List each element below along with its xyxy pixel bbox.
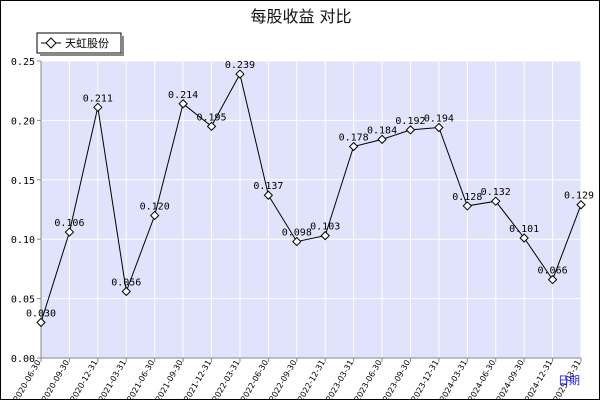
data-point-diamond <box>235 69 245 79</box>
x-tick-label: 2023-03-31 <box>324 359 355 400</box>
y-tick-label: 0.00 <box>11 354 35 365</box>
data-label: 0.239 <box>225 60 255 71</box>
data-point-diamond <box>178 99 188 109</box>
x-tick-label: 2022-06-30 <box>239 359 270 400</box>
data-label: 0.103 <box>310 222 340 233</box>
data-point-diamond <box>405 125 416 135</box>
series-line-tianhong <box>40 72 582 323</box>
data-labels: 0.030 0.106 0.211 0.056 0.120 0.214 0.195 0.239… <box>26 60 594 319</box>
data-label: 0.128 <box>452 192 482 203</box>
plot-area <box>41 61 581 358</box>
data-point-diamond <box>263 190 274 200</box>
x-tick-label: 2023-06-30 <box>353 359 384 400</box>
data-label: 0.056 <box>111 277 141 288</box>
x-tick-label: 2023-09-30 <box>381 359 412 400</box>
x-tick-label: 2024-06-30 <box>466 358 497 399</box>
grid-lines <box>40 60 582 359</box>
x-tick-label: 2020-12-31 <box>69 359 100 400</box>
y-tick-label: 0.25 <box>11 57 35 68</box>
x-tick-label: 2021-03-31 <box>97 359 128 400</box>
data-point-diamond <box>121 286 131 297</box>
x-tick-label: 2022-09-30 <box>267 359 298 400</box>
x-tick-label: 2023-12-31 <box>410 359 441 400</box>
data-point-diamond <box>292 236 302 247</box>
data-point-diamond <box>36 317 46 328</box>
y-tick-label: 0.10 <box>11 235 35 246</box>
data-label: 0.184 <box>367 125 397 136</box>
legend-label: 天虹股份 <box>65 37 109 50</box>
data-point-diamond <box>519 233 529 243</box>
data-point-diamond <box>434 122 444 133</box>
x-tick-label: 2022-12-31 <box>296 359 327 400</box>
data-point-diamond <box>547 274 558 285</box>
y-axis: 0.00 0.05 0.10 0.15 0.20 0.25 <box>11 57 42 365</box>
x-tick-label: 2022-03-31 <box>211 359 242 400</box>
x-tick-label: 2021-12-31 <box>182 359 213 400</box>
data-label: 0.106 <box>54 218 84 229</box>
y-tick-label: 0.05 <box>11 295 35 306</box>
data-label: 0.120 <box>140 201 170 212</box>
data-label: 0.195 <box>196 112 226 123</box>
data-label: 0.137 <box>253 181 283 192</box>
data-point-diamond <box>149 210 160 221</box>
data-label: 0.030 <box>26 308 56 319</box>
x-tick-label: 2020-09-30 <box>40 359 71 400</box>
x-axis-label: 日期 <box>558 374 580 387</box>
chart-title: 每股收益 对比 <box>250 7 351 26</box>
data-label: 0.098 <box>282 228 312 239</box>
x-tick-label: 2024-12-31 <box>523 359 554 400</box>
y-tick-label: 0.20 <box>11 116 35 127</box>
data-label: 0.129 <box>564 191 594 202</box>
data-label: 0.132 <box>481 187 511 198</box>
x-tick-label: 2021-06-30 <box>125 359 156 400</box>
legend-shadow-bottom <box>40 53 124 56</box>
data-point-diamond <box>206 121 217 132</box>
x-tick-label: 2021-09-30 <box>154 359 185 400</box>
data-point-diamond <box>491 196 501 206</box>
legend-diamond-icon <box>45 37 57 49</box>
data-points <box>36 69 586 328</box>
y-tick-label: 0.15 <box>11 176 35 187</box>
data-point-diamond <box>377 134 387 145</box>
legend-shadow <box>121 36 124 56</box>
data-label: 0.214 <box>168 90 198 101</box>
data-point-diamond <box>576 200 586 210</box>
x-tick-label: 2024-03-31 <box>438 359 469 400</box>
legend: 天虹股份 <box>36 32 124 56</box>
data-label: 0.178 <box>339 133 369 144</box>
data-point-diamond <box>93 102 103 113</box>
data-label: 0.192 <box>395 116 425 127</box>
data-label: 0.211 <box>83 93 113 104</box>
x-axis: 2020-06-302020-09-302020-12-312021-03-31… <box>12 357 583 400</box>
data-point-diamond <box>462 201 473 211</box>
data-label: 0.066 <box>538 266 568 277</box>
data-point-diamond <box>320 230 330 241</box>
data-label: 0.101 <box>509 224 539 235</box>
data-point-diamond <box>64 227 75 237</box>
data-point-diamond <box>348 141 359 152</box>
data-label: 0.194 <box>424 114 454 125</box>
x-tick-label: 2024-09-30 <box>495 359 526 400</box>
